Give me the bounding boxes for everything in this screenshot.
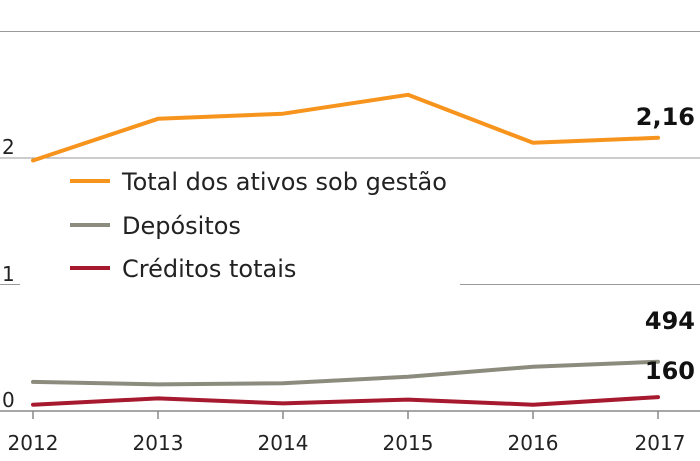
legend: Total dos ativos sob gestão Depósitos Cr… — [20, 168, 460, 288]
legend-label-creditos: Créditos totais — [122, 255, 296, 283]
x-tick-label-2017: 2017 — [635, 431, 686, 455]
legend-label-total-ativos: Total dos ativos sob gestão — [121, 168, 447, 196]
x-tick-label-2012: 2012 — [8, 431, 59, 455]
series-line-creditos — [31, 395, 660, 407]
x-tick-label-2016: 2016 — [508, 431, 559, 455]
series-line-depositos — [31, 359, 660, 387]
x-tick-label-2014: 2014 — [258, 431, 309, 455]
data-label-depositos-2017: 494 — [645, 307, 695, 335]
y-axis: 0 1 2 — [2, 135, 15, 412]
x-axis: 2012 2013 2014 2015 2016 2017 — [0, 410, 700, 455]
y-tick-label-0: 0 — [2, 388, 15, 412]
end-labels: 2,16 494 160 — [636, 103, 695, 385]
series-lines — [31, 92, 660, 407]
legend-label-depositos: Depósitos — [122, 212, 241, 240]
data-label-creditos-2017: 160 — [645, 357, 695, 385]
y-tick-label-1: 1 — [2, 262, 15, 286]
x-tick-label-2013: 2013 — [133, 431, 184, 455]
series-line-total-ativos — [31, 92, 660, 163]
data-label-total-ativos-2017: 2,16 — [636, 103, 695, 131]
x-tick-label-2015: 2015 — [383, 431, 434, 455]
y-tick-label-2: 2 — [2, 135, 15, 159]
